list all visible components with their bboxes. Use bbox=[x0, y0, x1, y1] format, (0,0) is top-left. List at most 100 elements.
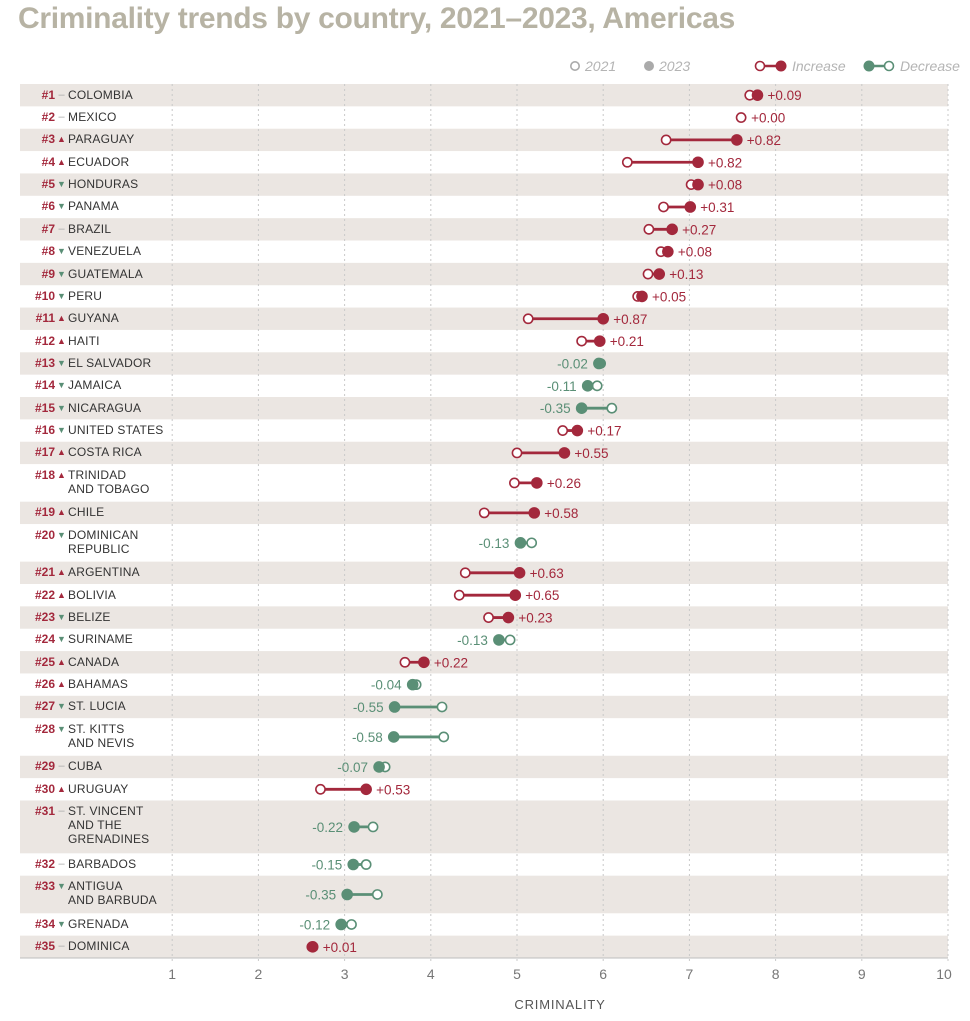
change-label: -0.55 bbox=[353, 700, 384, 715]
country-name: ECUADOR bbox=[68, 154, 130, 169]
rank-same-icon: – bbox=[58, 805, 65, 818]
rank-label: #29 bbox=[34, 759, 55, 774]
point-2021 bbox=[576, 335, 588, 347]
row-stripe bbox=[20, 352, 948, 375]
point-2021 bbox=[642, 268, 654, 280]
row-stripe bbox=[20, 218, 948, 241]
rank-up-icon: ▲ bbox=[57, 134, 66, 145]
change-label: +0.08 bbox=[678, 245, 712, 260]
country-name: GUATEMALA bbox=[68, 266, 143, 281]
point-2023 bbox=[347, 858, 360, 871]
country-label: #34 ▼ GRENADA bbox=[20, 917, 129, 931]
point-2023 bbox=[692, 156, 704, 169]
rank-same-icon: – bbox=[58, 222, 65, 235]
rank-up-icon: ▲ bbox=[57, 507, 66, 518]
country-name: REPUBLIC bbox=[68, 541, 130, 556]
point-2021 bbox=[346, 919, 357, 930]
x-tick-label: 6 bbox=[599, 966, 608, 982]
country-label: #16 ▼ UNITED STATES bbox=[20, 423, 164, 437]
point-2021 bbox=[459, 567, 471, 579]
x-tick-label: 7 bbox=[685, 966, 694, 982]
country-name: PANAMA bbox=[68, 199, 119, 214]
change-label: +0.22 bbox=[434, 655, 468, 670]
rank-up-icon: ▲ bbox=[57, 335, 66, 346]
rank-label: #10 bbox=[34, 288, 55, 303]
country-label: #12 ▲ HAITI bbox=[20, 334, 100, 348]
rank-down-icon: ▼ bbox=[57, 357, 66, 368]
country-label: #11 ▲ GUYANA bbox=[20, 311, 119, 325]
change-label: +0.31 bbox=[700, 200, 734, 215]
country-name: AND TOBAGO bbox=[68, 481, 150, 496]
country-label: #7– BRAZIL bbox=[20, 222, 111, 236]
change-label: -0.13 bbox=[457, 633, 488, 648]
point-2023 bbox=[509, 589, 522, 601]
change-label: -0.15 bbox=[311, 858, 342, 873]
country-label: #23 ▼ BELIZE bbox=[20, 610, 111, 624]
point-2021 bbox=[660, 134, 672, 146]
point-2023 bbox=[597, 312, 609, 325]
country-label: #6 ▼ PANAMA bbox=[20, 199, 119, 213]
country-name: AND BARBUDA bbox=[68, 893, 157, 908]
rank-label: #33 bbox=[34, 879, 55, 894]
country-label: #14 ▼ JAMAICA bbox=[20, 378, 121, 392]
country-label: #32– BARBADOS bbox=[20, 857, 136, 871]
rank-down-icon: ▼ bbox=[57, 402, 66, 413]
change-label: +0.58 bbox=[544, 506, 578, 521]
country-label: #25 ▲ CANADA bbox=[20, 655, 119, 669]
change-label: +0.01 bbox=[323, 940, 357, 955]
row-stripe bbox=[20, 651, 948, 674]
rank-up-icon: ▲ bbox=[57, 469, 66, 480]
rank-down-icon: ▼ bbox=[57, 268, 66, 279]
country-label: #9 ▼ GUATEMALA bbox=[20, 267, 143, 281]
rank-label: #34 bbox=[34, 916, 55, 931]
country-label: #10 ▼ PERU bbox=[20, 289, 102, 303]
rank-same-icon: – bbox=[58, 111, 65, 124]
point-2023 bbox=[502, 611, 515, 624]
rank-same-icon: – bbox=[58, 940, 65, 953]
country-name: ANTIGUA bbox=[68, 879, 123, 894]
country-label: #20 ▼ DOMINICAN REPUBLIC bbox=[20, 528, 138, 556]
change-label: +0.26 bbox=[547, 476, 581, 491]
country-name: TRINIDAD bbox=[68, 467, 127, 482]
point-2021 bbox=[483, 612, 494, 623]
row-stripe bbox=[20, 307, 948, 330]
point-2023 bbox=[593, 335, 606, 347]
x-tick-label: 9 bbox=[857, 966, 866, 982]
legend-increase: Increase bbox=[754, 57, 846, 75]
point-2023 bbox=[731, 134, 743, 146]
row-stripe bbox=[20, 935, 948, 958]
rank-label: #19 bbox=[34, 505, 55, 520]
rank-up-icon: ▲ bbox=[57, 783, 66, 794]
point-2021 bbox=[478, 507, 490, 519]
rank-down-icon: ▼ bbox=[57, 201, 66, 212]
country-label: #15 ▼ NICARAGUA bbox=[20, 401, 141, 415]
rank-down-icon: ▼ bbox=[57, 179, 66, 190]
point-2021 bbox=[658, 201, 669, 213]
country-label: #5 ▼ HONDURAS bbox=[20, 177, 138, 191]
decrease-dumbbell-icon bbox=[863, 60, 895, 72]
point-2023 bbox=[636, 290, 648, 303]
legend-2021: 2021 bbox=[569, 57, 616, 75]
point-2021 bbox=[367, 821, 379, 833]
country-name: COLOMBIA bbox=[68, 87, 133, 102]
rank-down-icon: ▼ bbox=[57, 425, 66, 436]
rank-label: #1 bbox=[41, 87, 55, 102]
point-2023 bbox=[684, 201, 697, 213]
point-2023 bbox=[692, 178, 704, 191]
point-2023 bbox=[335, 918, 347, 931]
rank-up-icon: ▲ bbox=[57, 589, 66, 600]
change-label: +0.09 bbox=[767, 88, 801, 103]
country-label: #29– CUBA bbox=[20, 759, 102, 773]
country-label: #27 ▼ ST. LUCIA bbox=[20, 699, 126, 713]
point-2021 bbox=[438, 731, 450, 743]
rank-down-icon: ▼ bbox=[57, 723, 66, 734]
point-2023 bbox=[373, 761, 385, 773]
x-tick-label: 4 bbox=[426, 966, 435, 982]
country-name: HAITI bbox=[68, 333, 100, 348]
rank-up-icon: ▲ bbox=[57, 656, 66, 667]
change-label: +0.53 bbox=[376, 782, 410, 797]
rank-label: #2 bbox=[41, 110, 55, 125]
point-2021 bbox=[526, 537, 538, 549]
increase-dumbbell-icon bbox=[754, 60, 787, 72]
country-label: #2– MEXICO bbox=[20, 110, 117, 124]
